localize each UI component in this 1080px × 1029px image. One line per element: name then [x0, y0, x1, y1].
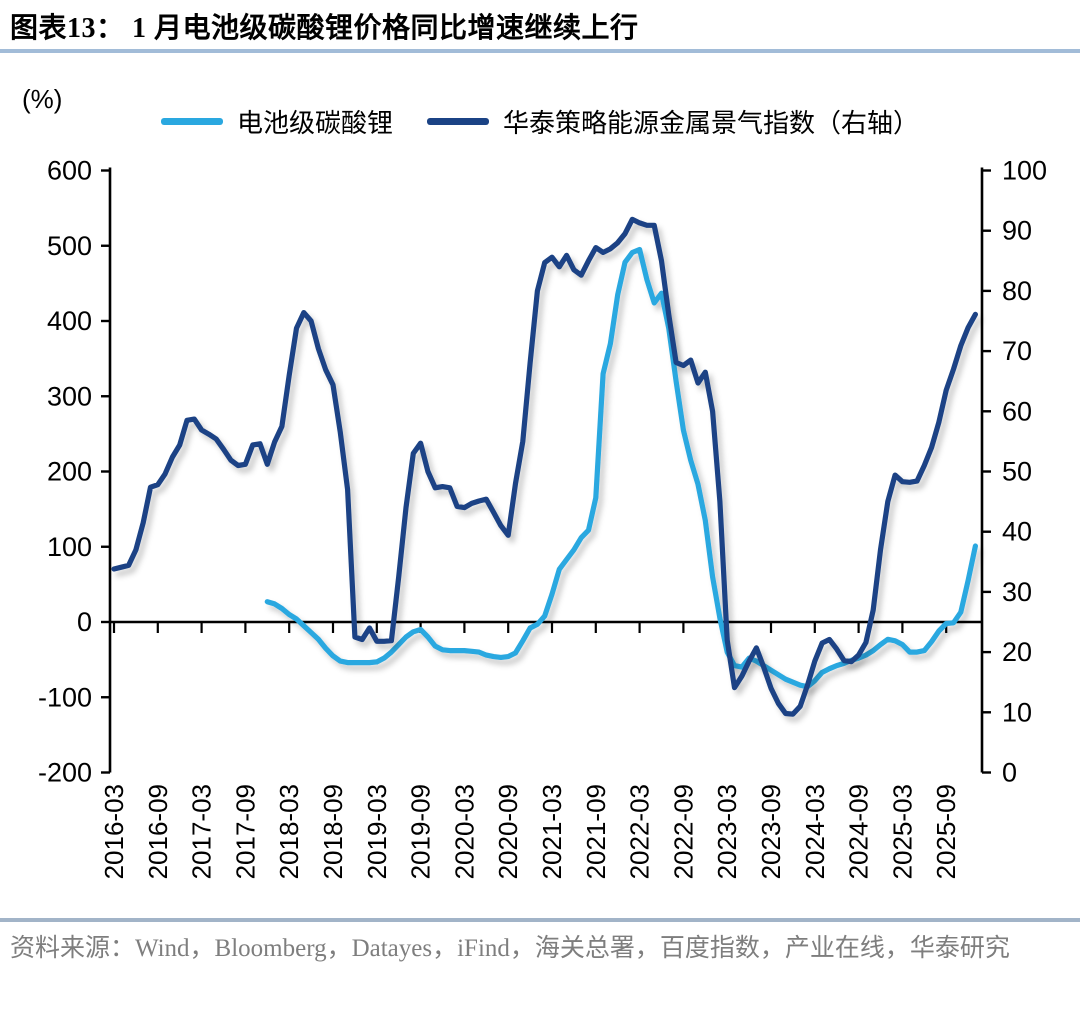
svg-text:2018-09: 2018-09 [318, 784, 348, 879]
svg-text:0: 0 [1002, 758, 1017, 788]
footer-divider [0, 918, 1080, 922]
title-underline [0, 49, 1080, 53]
svg-text:2019-09: 2019-09 [406, 784, 436, 879]
svg-text:2022-03: 2022-03 [625, 784, 655, 879]
legend-item-lithium: 电池级碳酸锂 [160, 103, 393, 140]
svg-text:-100: -100 [38, 682, 92, 712]
svg-text:2021-03: 2021-03 [537, 784, 567, 879]
svg-text:300: 300 [47, 381, 92, 411]
svg-text:600: 600 [47, 156, 92, 186]
svg-text:2018-03: 2018-03 [274, 784, 304, 879]
figure-title-text: 1 月电池级碳酸锂价格同比增速继续上行 [132, 13, 639, 44]
svg-text:80: 80 [1002, 276, 1032, 306]
svg-text:2019-03: 2019-03 [362, 784, 392, 879]
svg-text:2020-03: 2020-03 [449, 784, 479, 879]
svg-text:2024-09: 2024-09 [844, 784, 874, 879]
svg-text:30: 30 [1002, 577, 1032, 607]
figure-number: 图表13： [10, 13, 125, 44]
series-line-index [111, 216, 979, 717]
svg-text:-200: -200 [38, 758, 92, 788]
svg-text:100: 100 [1002, 156, 1047, 186]
svg-text:200: 200 [47, 457, 92, 487]
svg-text:90: 90 [1002, 216, 1032, 246]
svg-text:2020-09: 2020-09 [493, 784, 523, 879]
legend-label-index: 华泰策略能源金属景气指数（右轴） [503, 109, 920, 138]
svg-text:2022-09: 2022-09 [668, 784, 698, 879]
svg-text:50: 50 [1002, 457, 1032, 487]
svg-text:2025-03: 2025-03 [887, 784, 917, 879]
source-note: 资料来源：Wind，Bloomberg，Datayes，iFind，海关总署，百… [10, 935, 1010, 962]
svg-text:2024-03: 2024-03 [800, 784, 830, 879]
legend-swatch-lithium [160, 118, 223, 125]
svg-text:400: 400 [47, 306, 92, 336]
svg-text:2016-09: 2016-09 [143, 784, 173, 879]
svg-text:70: 70 [1002, 336, 1032, 366]
svg-text:2017-03: 2017-03 [187, 784, 217, 879]
figure-title: 图表13： 1 月电池级碳酸锂价格同比增速继续上行 [10, 6, 639, 46]
left-axis-unit-label: (%) [22, 84, 63, 114]
svg-text:2021-09: 2021-09 [581, 784, 611, 879]
svg-text:0: 0 [77, 607, 92, 637]
svg-text:2016-03: 2016-03 [99, 784, 129, 879]
chart-legend: 电池级碳酸锂 华泰策略能源金属景气指数（右轴） [0, 103, 1080, 140]
svg-text:2023-03: 2023-03 [712, 784, 742, 879]
svg-text:2025-09: 2025-09 [931, 784, 961, 879]
legend-item-index: 华泰策略能源金属景气指数（右轴） [427, 103, 919, 140]
svg-text:100: 100 [47, 532, 92, 562]
legend-label-lithium: 电池级碳酸锂 [236, 109, 393, 138]
svg-text:40: 40 [1002, 517, 1032, 547]
svg-text:500: 500 [47, 231, 92, 261]
svg-text:2023-09: 2023-09 [756, 784, 786, 879]
svg-text:20: 20 [1002, 637, 1032, 667]
svg-text:60: 60 [1002, 396, 1032, 426]
legend-swatch-index [427, 118, 489, 125]
svg-text:2017-09: 2017-09 [230, 784, 260, 879]
svg-text:10: 10 [1002, 697, 1032, 727]
